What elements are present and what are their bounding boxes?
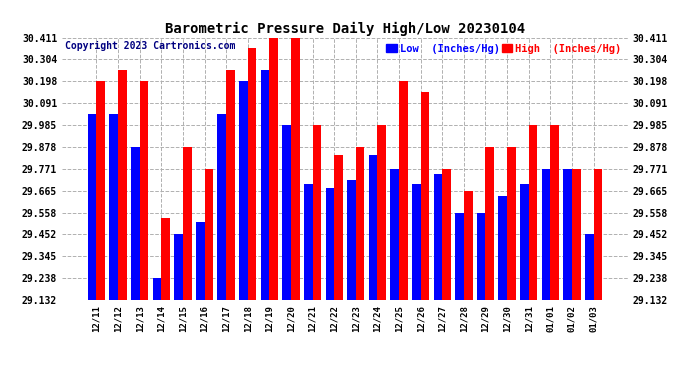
Bar	[442, 169, 451, 300]
Bar	[572, 169, 580, 300]
Bar	[377, 125, 386, 300]
Bar	[248, 48, 257, 300]
Bar	[529, 125, 538, 300]
Bar	[486, 147, 494, 300]
Bar	[464, 190, 473, 300]
Bar	[593, 169, 602, 300]
Bar	[507, 147, 515, 300]
Bar	[118, 70, 127, 300]
Bar	[368, 155, 377, 300]
Bar	[304, 184, 313, 300]
Bar	[433, 174, 442, 300]
Bar	[161, 218, 170, 300]
Bar	[347, 180, 356, 300]
Bar	[399, 81, 408, 300]
Title: Barometric Pressure Daily High/Low 20230104: Barometric Pressure Daily High/Low 20230…	[165, 22, 525, 36]
Bar	[88, 114, 97, 300]
Bar	[261, 70, 269, 300]
Bar	[412, 184, 421, 300]
Bar	[563, 169, 572, 300]
Bar	[313, 125, 322, 300]
Bar	[152, 278, 161, 300]
Bar	[110, 114, 118, 300]
Bar	[326, 188, 334, 300]
Bar	[282, 125, 291, 300]
Bar	[175, 234, 183, 300]
Bar	[551, 125, 559, 300]
Bar	[97, 81, 105, 300]
Bar	[477, 213, 486, 300]
Bar	[334, 155, 343, 300]
Bar	[183, 147, 192, 300]
Bar	[498, 196, 507, 300]
Bar	[217, 114, 226, 300]
Text: Copyright 2023 Cartronics.com: Copyright 2023 Cartronics.com	[65, 42, 235, 51]
Bar	[542, 169, 551, 300]
Bar	[585, 234, 593, 300]
Bar	[356, 147, 364, 300]
Bar	[131, 147, 139, 300]
Bar	[196, 222, 204, 300]
Bar	[269, 38, 278, 300]
Bar	[239, 81, 248, 300]
Bar	[520, 184, 529, 300]
Bar	[391, 169, 399, 300]
Bar	[139, 81, 148, 300]
Bar	[226, 70, 235, 300]
Bar	[291, 38, 299, 300]
Bar	[421, 92, 429, 300]
Legend: Low  (Inches/Hg), High  (Inches/Hg): Low (Inches/Hg), High (Inches/Hg)	[385, 43, 622, 55]
Bar	[204, 169, 213, 300]
Bar	[455, 213, 464, 300]
